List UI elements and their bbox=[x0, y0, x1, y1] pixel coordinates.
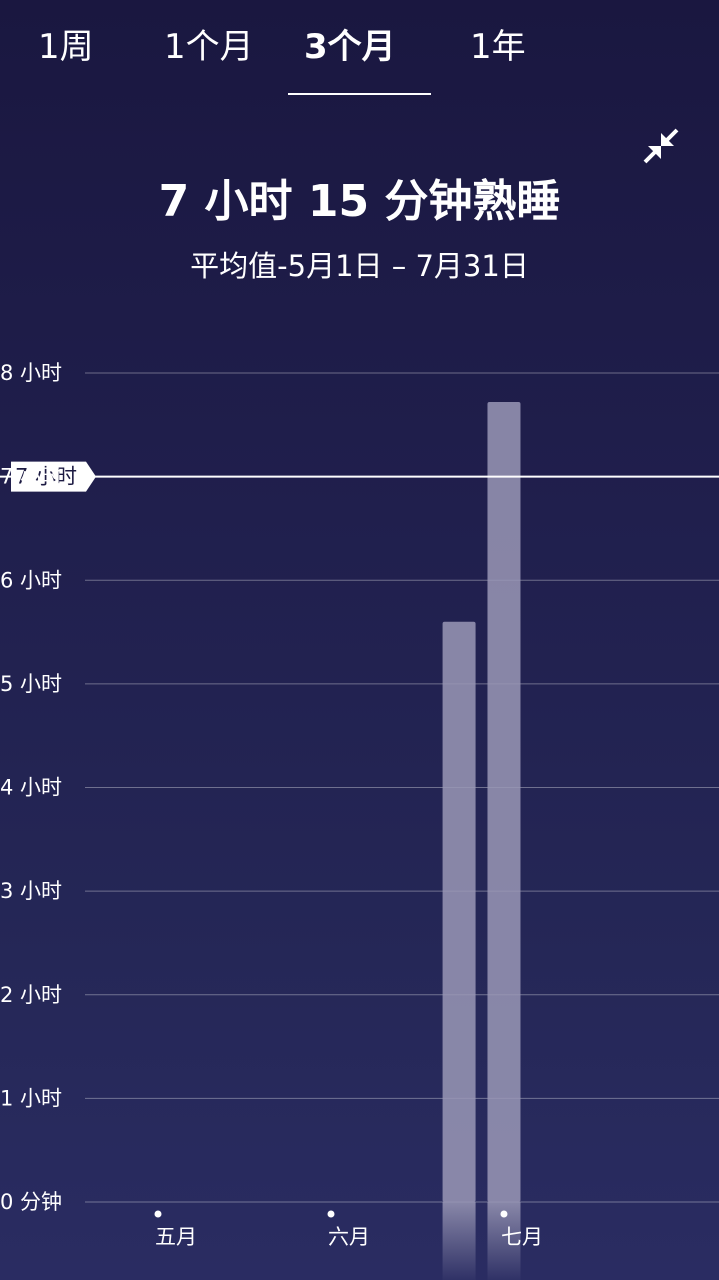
collapse-arrows-icon bbox=[643, 128, 679, 164]
y-tick-label: 4 小时 bbox=[0, 776, 62, 800]
y-tick-label: 5 小时 bbox=[0, 672, 62, 696]
active-tab-indicator bbox=[288, 93, 431, 95]
grid-lines bbox=[85, 372, 719, 1203]
goal-line-group: 7 小时 bbox=[0, 461, 719, 492]
tab-1-week[interactable]: 1周 bbox=[38, 27, 94, 67]
bar bbox=[442, 621, 476, 1202]
chart-subtitle: 平均值-5月1日 – 7月31日 bbox=[190, 249, 529, 283]
period-tabs: 1周 1个月 3个月 1年 bbox=[0, 0, 719, 96]
x-tick-dot bbox=[154, 1210, 162, 1218]
bars bbox=[442, 402, 521, 1280]
y-tick-label: 3 小时 bbox=[0, 879, 62, 903]
bar-reflection bbox=[442, 1202, 476, 1280]
x-tick-dot bbox=[327, 1210, 335, 1218]
y-tick-label: 6 小时 bbox=[0, 568, 62, 592]
bar bbox=[487, 402, 521, 1202]
chart-title: 7 小时 15 分钟熟睡 bbox=[158, 176, 561, 227]
y-tick-label: 7 小时 bbox=[0, 465, 62, 489]
x-tick-label: 七月 bbox=[501, 1225, 543, 1249]
y-tick-label: 2 小时 bbox=[0, 983, 62, 1007]
x-axis-labels: 五月 六月 七月 bbox=[154, 1210, 543, 1249]
goal-badge bbox=[11, 461, 96, 492]
y-tick-label: 1 小时 bbox=[0, 1086, 62, 1110]
x-tick-label: 五月 bbox=[155, 1225, 197, 1249]
goal-label: 7 小时 bbox=[15, 465, 77, 489]
tab-1-year[interactable]: 1年 bbox=[470, 27, 526, 67]
sleep-bar-chart: 7 小时 0 分钟 1 小时 2 小时 3 小时 4 小时 5 小时 6 小时 7 小时 8 小… bbox=[0, 361, 719, 1280]
x-tick-dot bbox=[500, 1210, 508, 1218]
collapse-button[interactable] bbox=[640, 125, 682, 167]
tab-3-months[interactable]: 3个月 bbox=[304, 27, 396, 67]
y-tick-label: 8 小时 bbox=[0, 361, 62, 385]
x-tick-label: 六月 bbox=[328, 1225, 370, 1249]
y-tick-label: 0 分钟 bbox=[0, 1190, 62, 1214]
tab-1-month[interactable]: 1个月 bbox=[164, 27, 254, 67]
y-axis-labels: 0 分钟 1 小时 2 小时 3 小时 4 小时 5 小时 6 小时 7 小时 8 小时 bbox=[0, 361, 62, 1214]
